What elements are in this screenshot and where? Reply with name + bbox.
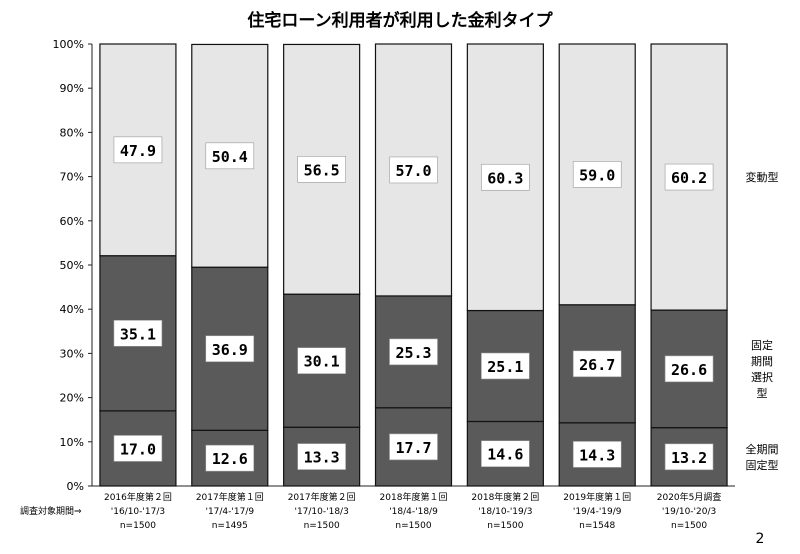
data-label-box	[664, 443, 714, 471]
x-category-label: '17/10-'18/3	[294, 507, 348, 517]
data-label-box	[389, 338, 438, 366]
data-label-box	[664, 355, 714, 383]
y-tick-label: 10%	[60, 436, 84, 449]
data-label-box	[572, 441, 622, 468]
data-label: 13.2	[671, 449, 707, 467]
x-category-label: n=1500	[304, 521, 340, 531]
data-label: 60.3	[487, 169, 523, 187]
bars-group: 17.0 35.1 47.9 12.6 36.9 50.4 13.3 30.1 56.5 17.7…	[99, 43, 728, 487]
x-axis: 2016年度第２回 '16/10-'17/3 n=1500 2017年度第１回 '17/…	[20, 491, 721, 531]
x-category-label: n=1495	[212, 521, 248, 531]
data-label: 17.0	[120, 440, 156, 458]
data-label-box	[572, 161, 622, 188]
x-category-label: n=1500	[395, 521, 431, 531]
x-category-label: 2020年5月調査	[657, 491, 722, 503]
data-label-box	[389, 433, 438, 461]
x-category-label: 2017年度第１回	[196, 491, 264, 503]
data-label: 14.3	[579, 446, 615, 464]
data-label-box	[572, 350, 622, 378]
x-category-label: '18/4-'18/9	[389, 507, 438, 517]
series-label: 選択	[751, 370, 773, 384]
x-category-label: '17/4-'17/9	[205, 507, 254, 517]
data-label: 59.0	[579, 166, 615, 184]
data-label-box	[297, 347, 346, 374]
data-label-box	[113, 435, 163, 462]
x-category-label: 2018年度第２回	[471, 491, 539, 503]
bar-segment	[650, 427, 728, 487]
x-category-label: n=1500	[487, 521, 523, 531]
x-category-label: '18/10-'19/3	[478, 507, 532, 517]
data-label: 26.7	[579, 356, 615, 374]
x-category-label: 2018年度第１回	[380, 491, 448, 503]
data-label: 47.9	[120, 142, 156, 160]
data-label: 14.6	[487, 446, 523, 464]
y-tick-label: 70%	[60, 171, 84, 184]
chart-title: 住宅ローン利用者が利用した金利タイプ	[247, 10, 553, 31]
data-label-box	[297, 443, 346, 470]
data-label: 25.1	[487, 358, 523, 376]
data-label: 12.6	[212, 450, 248, 468]
data-label-box	[205, 142, 255, 170]
y-tick-label: 30%	[60, 347, 84, 360]
x-category-label: 2016年度第２回	[104, 491, 172, 503]
data-label: 56.5	[304, 161, 340, 179]
x-category-label: 2019年度第１回	[563, 491, 631, 503]
bar-segment	[191, 266, 269, 431]
data-label: 35.1	[120, 325, 156, 343]
x-category-label: n=1500	[120, 521, 156, 531]
series-label: 型	[757, 386, 768, 400]
y-tick-label: 60%	[60, 215, 84, 228]
x-category-label: n=1500	[671, 521, 707, 531]
period-label: 調査対象期間⇒	[20, 505, 82, 517]
data-label-box	[113, 319, 163, 347]
y-tick-label: 40%	[60, 303, 84, 316]
data-label-box	[664, 163, 714, 191]
data-label: 30.1	[304, 353, 340, 371]
series-label: 固定型	[746, 458, 779, 472]
data-label: 13.3	[304, 449, 340, 467]
data-label-box	[481, 440, 530, 468]
y-tick-label: 80%	[60, 126, 84, 139]
y-tick-label: 0%	[67, 480, 84, 493]
y-tick-label: 50%	[60, 259, 84, 272]
y-tick-label: 90%	[60, 82, 84, 95]
data-label-box	[113, 136, 163, 164]
series-label: 固定	[751, 338, 773, 352]
data-label-box	[481, 163, 530, 191]
series-label: 全期間	[746, 442, 779, 456]
data-label-box	[297, 156, 346, 183]
data-label-box	[481, 352, 530, 380]
series-label: 変動型	[746, 170, 779, 184]
x-category-label: 2017年度第２回	[288, 491, 356, 503]
y-tick-label: 100%	[53, 38, 84, 51]
data-label: 60.2	[671, 169, 707, 187]
data-label: 26.6	[671, 361, 707, 379]
data-label-box	[205, 444, 255, 472]
data-label-box	[205, 335, 255, 363]
data-label: 25.3	[395, 344, 431, 362]
page-number: 2	[756, 531, 765, 547]
x-category-label: '19/10-'20/3	[662, 507, 716, 517]
data-label-box	[389, 156, 438, 184]
data-label: 50.4	[212, 148, 248, 166]
data-label: 36.9	[212, 341, 248, 359]
data-label: 17.7	[395, 439, 431, 457]
x-category-label: '19/4-'19/9	[573, 507, 622, 517]
x-category-label: '16/10-'17/3	[111, 507, 165, 517]
data-label: 57.0	[395, 162, 431, 180]
x-category-label: n=1548	[579, 521, 615, 531]
y-tick-label: 20%	[60, 392, 84, 405]
series-label: 期間	[751, 355, 773, 368]
